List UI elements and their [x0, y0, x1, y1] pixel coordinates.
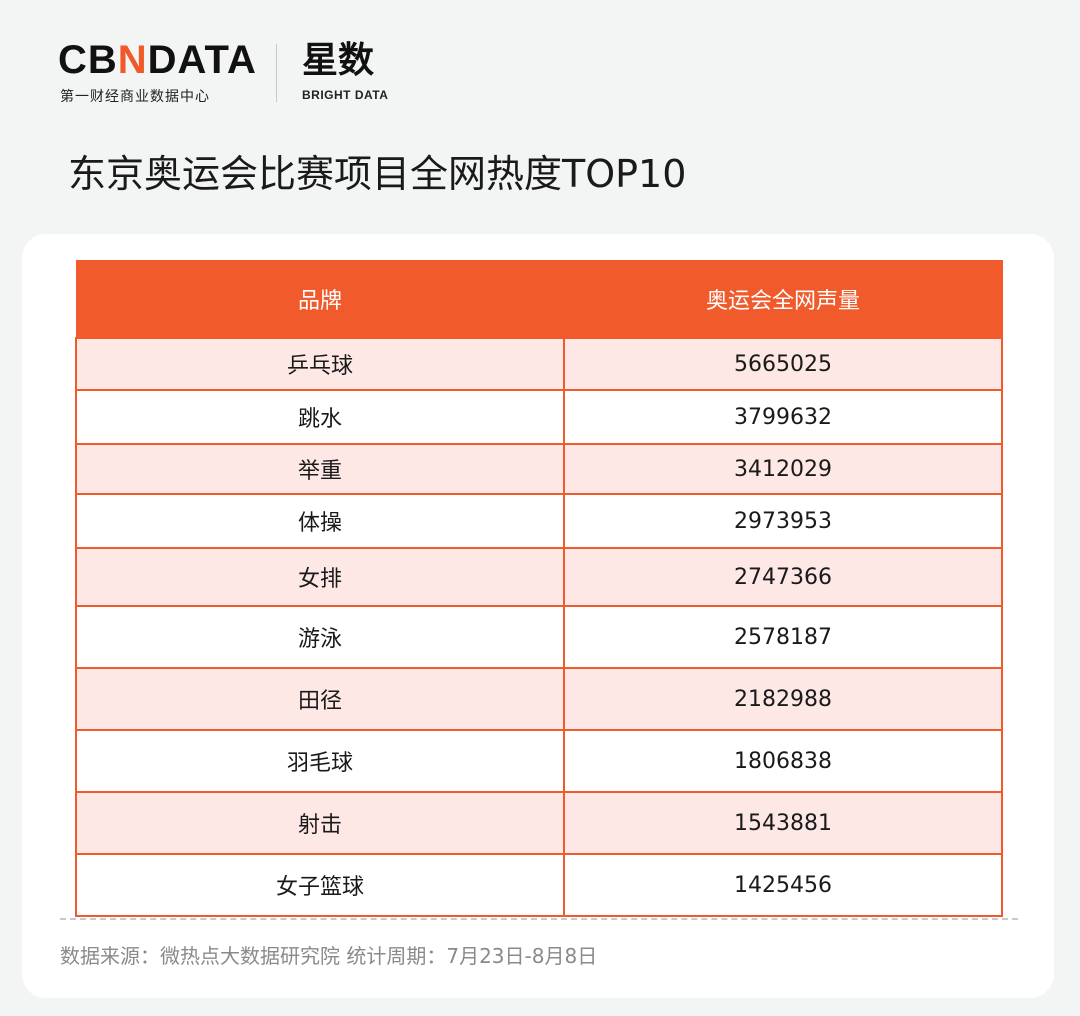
volume-cell: 2973953: [563, 493, 1003, 549]
table-row: 女排 2747366: [75, 547, 1003, 607]
sport-cell: 跳水: [75, 389, 565, 445]
table-row: 体操 2973953: [75, 493, 1003, 549]
sport-cell: 女排: [75, 547, 565, 607]
table-row: 跳水 3799632: [75, 389, 1003, 445]
logo-divider: [276, 44, 277, 102]
volume-cell: 5665025: [563, 337, 1003, 391]
sport-cell: 女子篮球: [75, 853, 565, 917]
brightdata-logo: 星数: [302, 40, 375, 81]
volume-cell: 3799632: [563, 389, 1003, 445]
column-header-volume: 奥运会全网声量: [563, 260, 1003, 339]
ranking-table: 品牌 奥运会全网声量 乒乓球 5665025 跳水 3799632 举重 341…: [75, 260, 1003, 917]
table-row: 羽毛球 1806838: [75, 729, 1003, 793]
volume-cell: 1543881: [563, 791, 1003, 855]
page-title: 东京奥运会比赛项目全网热度TOP10: [68, 152, 687, 196]
volume-cell: 2578187: [563, 605, 1003, 669]
sport-cell: 羽毛球: [75, 729, 565, 793]
sport-cell: 乒乓球: [75, 337, 565, 391]
table-row: 田径 2182988: [75, 667, 1003, 731]
data-source-note: 数据来源：微热点大数据研究院 统计周期：7月23日-8月8日: [60, 944, 598, 968]
sport-cell: 体操: [75, 493, 565, 549]
brightdata-logo-subtitle: BRIGHT DATA: [302, 88, 389, 102]
cbndata-logo: CBNDATA: [58, 38, 257, 82]
table-row: 女子篮球 1425456: [75, 853, 1003, 917]
volume-cell: 2747366: [563, 547, 1003, 607]
cbndata-logo-subtitle: 第一财经商业数据中心: [60, 89, 210, 105]
column-header-sport: 品牌: [75, 260, 565, 339]
footer-divider: [60, 918, 1018, 920]
volume-cell: 3412029: [563, 443, 1003, 495]
volume-cell: 2182988: [563, 667, 1003, 731]
sport-cell: 射击: [75, 791, 565, 855]
table-row: 游泳 2578187: [75, 605, 1003, 669]
table-row: 射击 1543881: [75, 791, 1003, 855]
volume-cell: 1806838: [563, 729, 1003, 793]
volume-cell: 1425456: [563, 853, 1003, 917]
table-row: 举重 3412029: [75, 443, 1003, 495]
sport-cell: 举重: [75, 443, 565, 495]
sport-cell: 田径: [75, 667, 565, 731]
table-row: 乒乓球 5665025: [75, 337, 1003, 391]
sport-cell: 游泳: [75, 605, 565, 669]
table-header-row: 品牌 奥运会全网声量: [75, 260, 1003, 339]
